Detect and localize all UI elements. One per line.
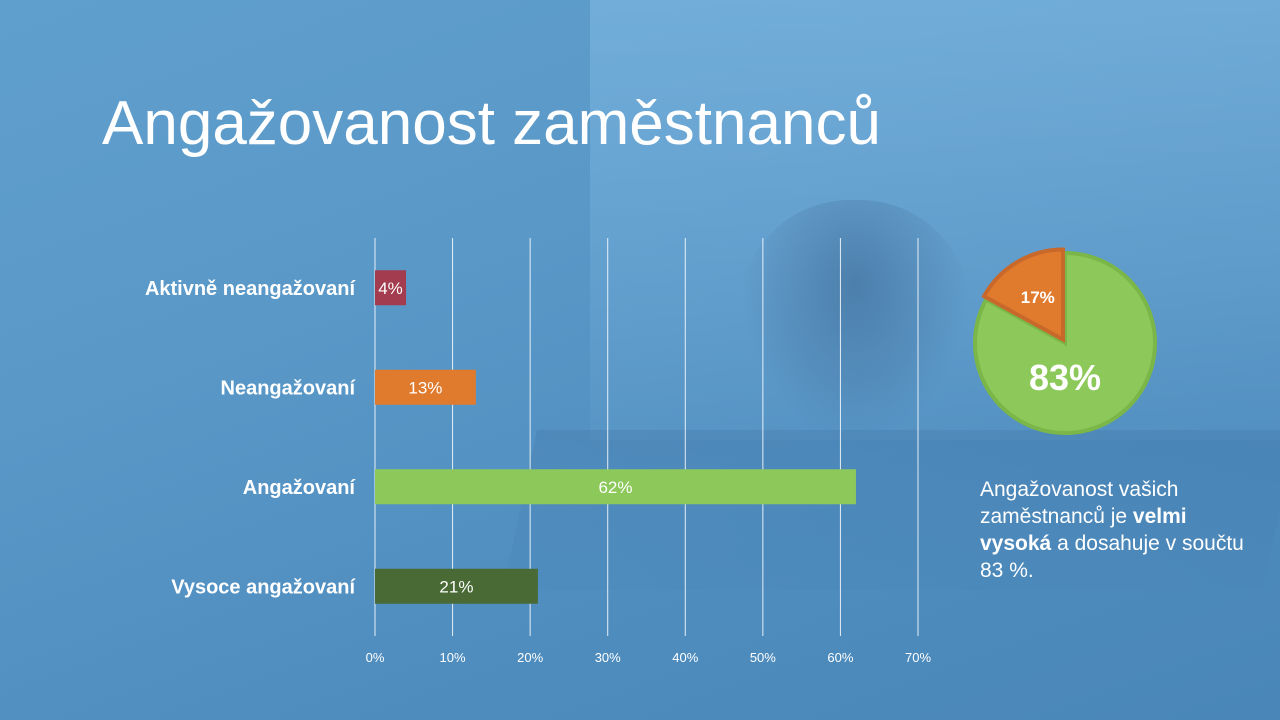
category-label: Vysoce angažovaní [171,576,356,598]
bar [375,469,856,505]
pie-label-minor: 17% [1021,288,1055,307]
bar-chart-category-labels: Aktivně neangažovaní Neangažovaní Angažova… [145,278,357,599]
bar-data-label: 62% [598,478,632,497]
pie-slice-minor [981,247,1065,343]
summary-text: Angažovanost vašich zaměstnanců je velmi… [980,476,1250,584]
category-label: Aktivně neangažovaní [145,278,357,300]
bar [375,369,476,405]
x-tick-label: 60% [827,650,853,665]
summary-text-part1: Angažovanost vašich zaměstnanců je [980,478,1179,528]
x-tick-label: 70% [905,650,931,665]
page-title: Angažovanost zaměstnanců [102,89,881,158]
bar-chart-tick-labels: 0% 10% 20% 30% 40% 50% 60% 70% [366,650,932,665]
bar-data-label: 13% [408,378,442,397]
summary-text-bold: velmi vysoká [980,505,1187,555]
category-label: Angažovaní [243,477,357,499]
bar-data-label: 4% [378,279,403,298]
x-tick-label: 30% [595,650,621,665]
bar [375,270,407,306]
summary-text-part2: a dosahuje v součtu 83 %. [980,532,1244,582]
bar-chart-data-labels: 4% 13% 62% 21% [378,279,632,597]
bar [375,568,538,604]
bar-data-label: 21% [439,577,473,596]
x-tick-label: 10% [440,650,466,665]
category-label: Neangažovaní [221,377,357,399]
engagement-bar-chart: Aktivně neangažovaní Neangažovaní Angažova… [145,270,932,665]
x-tick-label: 40% [672,650,698,665]
pie-slice-major [973,250,1157,435]
bar-chart-bars [375,270,856,604]
x-tick-label: 0% [366,650,385,665]
x-tick-label: 50% [750,650,776,665]
x-tick-label: 20% [517,650,543,665]
engagement-pie-chart: 83% 17% [973,247,1157,435]
pie-label-major: 83% [1029,357,1101,398]
